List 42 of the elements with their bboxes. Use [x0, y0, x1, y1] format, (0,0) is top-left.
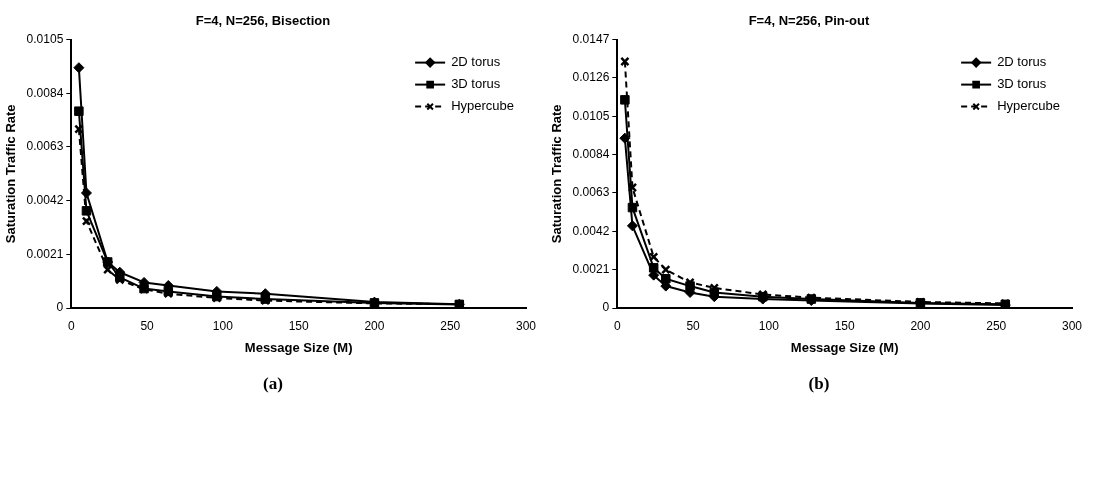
x-tick-label: 300: [515, 318, 537, 333]
text: (b): [807, 374, 831, 394]
chart-title: F=4, N=256, Bisection: [195, 13, 331, 29]
x-tick-label: 250: [440, 318, 461, 333]
text: (a): [262, 374, 284, 394]
x-tick-label: 0: [67, 318, 75, 333]
y-tick-label: 0.0126: [572, 70, 610, 85]
y-tick-label: 0.0105: [572, 108, 610, 123]
y-tick-label: 0.0021: [572, 261, 610, 276]
y-tick-label: 0: [56, 300, 64, 315]
x-axis-title: Message Size (M): [244, 339, 353, 355]
x-tick-label: 0: [613, 318, 621, 333]
legend-label: 3D torus: [451, 76, 501, 92]
x-tick-label: 100: [758, 318, 780, 333]
legend-label: Hypercube: [451, 98, 515, 114]
legend-label: Hypercube: [997, 98, 1061, 114]
x-tick-label: 200: [364, 318, 385, 333]
y-tick-label: 0.0063: [26, 139, 64, 154]
x-tick-label: 50: [686, 318, 701, 333]
y-axis-title: Saturation Traffic Rate: [3, 104, 19, 244]
y-tick-label: 0.0147: [572, 31, 610, 46]
x-tick-label: 200: [910, 318, 931, 333]
x-tick-label: 300: [1061, 318, 1083, 333]
y-tick-label: 0: [602, 300, 610, 315]
y-tick-label: 0.0021: [26, 246, 64, 261]
y-tick-label: 0.0084: [572, 146, 610, 161]
y-tick-label: 0.0042: [26, 192, 64, 207]
y-tick-label: 0.0084: [26, 85, 64, 100]
legend-label: 3D torus: [997, 76, 1047, 92]
y-tick-label: 0.0105: [26, 31, 64, 46]
y-tick-label: 0.0042: [572, 223, 610, 238]
x-tick-label: 50: [140, 318, 155, 333]
x-axis-title: Message Size (M): [790, 339, 899, 355]
y-tick-label: 0.0063: [572, 185, 610, 200]
legend-label: 2D torus: [997, 54, 1047, 70]
legend-label: 2D torus: [451, 54, 501, 70]
x-tick-label: 100: [212, 318, 234, 333]
chart-title: F=4, N=256, Pin-out: [748, 13, 870, 29]
x-tick-label: 150: [834, 318, 855, 333]
x-tick-label: 150: [288, 318, 309, 333]
y-axis-title: Saturation Traffic Rate: [549, 104, 565, 244]
x-tick-label: 250: [986, 318, 1007, 333]
